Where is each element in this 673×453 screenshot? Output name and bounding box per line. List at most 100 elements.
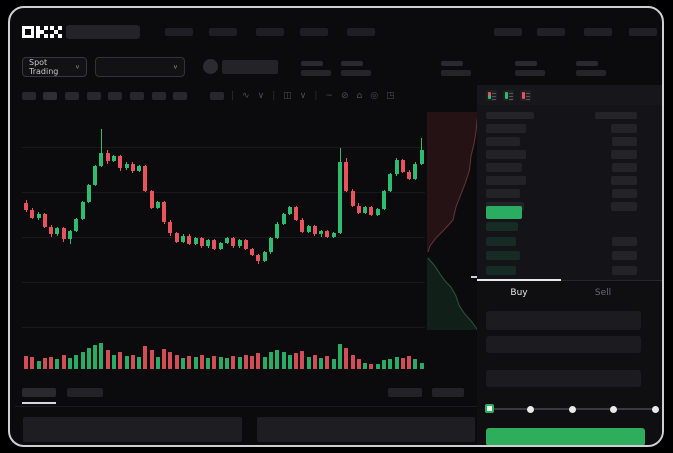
settings-icon[interactable]: ◎ [370, 91, 379, 101]
bottom-action-skeleton[interactable] [432, 388, 464, 397]
candle-body [68, 230, 72, 240]
timeframe-button-skeleton[interactable] [152, 92, 166, 100]
timeframe-button-skeleton[interactable] [65, 92, 79, 100]
gridline [22, 282, 425, 283]
layout-icon[interactable]: ◫ [283, 91, 292, 101]
timeframe-button-skeleton[interactable] [43, 92, 57, 100]
open-orders-panel-skeleton [23, 417, 242, 442]
candle-body [413, 163, 418, 180]
icon-lines [526, 92, 530, 100]
volume-bar [300, 351, 305, 370]
slider-stop[interactable] [610, 405, 617, 413]
candle-body [243, 240, 248, 249]
candle-body [49, 227, 54, 235]
nav-item-skeleton[interactable] [256, 28, 284, 36]
market-type-dropdown[interactable]: Spot Trading ∨ [22, 57, 87, 77]
asks-view-icon [522, 92, 525, 99]
order-book-view-combined[interactable] [486, 90, 497, 101]
candle-body [149, 191, 154, 208]
fullscreen-icon[interactable]: ◳ [386, 91, 395, 101]
candle-layer [10, 8, 662, 445]
volume-bar [344, 347, 349, 369]
volume-bar [262, 356, 267, 369]
stat-label-skeleton [341, 61, 363, 66]
candle-body [86, 185, 91, 202]
volume-bar [256, 353, 261, 370]
timeframe-button-skeleton[interactable] [173, 92, 187, 100]
volume-bar [137, 356, 141, 369]
wave-icon[interactable]: ~ [325, 91, 333, 101]
timeframe-button-skeleton[interactable] [87, 92, 101, 100]
candle-body [130, 163, 135, 171]
candle-body [118, 156, 123, 169]
volume-bar [356, 359, 361, 369]
volume-bar [86, 347, 91, 369]
volume-bar [331, 359, 336, 369]
chevron-down-icon[interactable]: ∨ [257, 91, 265, 101]
chevron-down-icon: ∨ [74, 63, 80, 71]
candle-body [168, 222, 173, 234]
brush-icon[interactable]: ⊘ [340, 91, 349, 101]
volume-bar [199, 354, 204, 369]
logo-letter-x [50, 26, 54, 30]
candle-body [287, 206, 292, 214]
volume-bar [388, 359, 393, 369]
depth-asks-area [427, 112, 480, 252]
volume-bar [36, 361, 41, 369]
tab-buy-label: Buy [510, 288, 528, 298]
camera-icon[interactable]: ⌂ [356, 91, 363, 101]
nav-item-skeleton[interactable] [347, 28, 375, 36]
volume-bar [275, 349, 280, 369]
timeframe-button-skeleton[interactable] [210, 92, 224, 100]
nav-item-skeleton[interactable] [209, 28, 237, 36]
volume-bar [193, 356, 198, 369]
volume-bar [30, 356, 35, 369]
nav-item-skeleton[interactable] [300, 28, 328, 36]
bottom-action-skeleton[interactable] [388, 388, 422, 397]
order-history-panel-skeleton [257, 417, 475, 442]
price-input-skeleton[interactable] [486, 311, 641, 330]
header-action-skeleton[interactable] [494, 28, 522, 36]
bottom-tab-skeleton[interactable] [67, 388, 103, 397]
candle-body [268, 238, 273, 253]
nav-item-skeleton[interactable] [165, 28, 193, 36]
chevron-down-icon[interactable]: ∨ [299, 91, 307, 101]
slider-stop[interactable] [568, 405, 576, 413]
slider-stop[interactable] [651, 405, 659, 413]
slider-stop[interactable] [527, 405, 534, 413]
volume-bar [419, 362, 424, 369]
tab-sell[interactable]: Sell [561, 288, 645, 298]
candle-body [237, 240, 242, 247]
slider-handle[interactable] [484, 404, 494, 413]
header-action-skeleton[interactable] [537, 28, 565, 36]
stat-value-skeleton [576, 70, 606, 76]
candle-body [225, 238, 229, 243]
candle-body [388, 174, 393, 192]
order-book-view-asks[interactable] [520, 90, 531, 101]
header-action-skeleton[interactable] [584, 28, 612, 36]
timeframe-button-skeleton[interactable] [130, 92, 144, 100]
search-bar-skeleton[interactable] [66, 25, 140, 39]
depth-bids-area [427, 258, 480, 330]
header-action-skeleton[interactable] [629, 28, 657, 36]
zigzag-line-icon[interactable]: ∿ [242, 91, 250, 101]
amount-input-skeleton[interactable] [486, 336, 641, 353]
coin-avatar [203, 59, 218, 74]
candle-body [231, 238, 236, 247]
volume-bar [105, 349, 110, 369]
total-input-skeleton[interactable] [486, 370, 641, 387]
candle-body [99, 152, 104, 166]
volume-bar [155, 356, 160, 369]
timeframe-button-skeleton[interactable] [22, 92, 36, 100]
order-book-view-bids[interactable] [503, 90, 514, 101]
buy-submit-button[interactable] [486, 428, 645, 445]
pair-selector-dropdown[interactable]: ∨ [95, 57, 185, 77]
bottom-tab-skeleton-active[interactable] [22, 388, 56, 397]
tab-buy[interactable]: Buy [477, 288, 561, 298]
stat-value-skeleton [341, 70, 371, 76]
candle-body [162, 202, 167, 223]
logo-letter-o [22, 26, 34, 38]
candle-body [212, 240, 217, 249]
timeframe-button-skeleton[interactable] [108, 92, 122, 100]
candlestick-chart[interactable] [22, 110, 480, 372]
